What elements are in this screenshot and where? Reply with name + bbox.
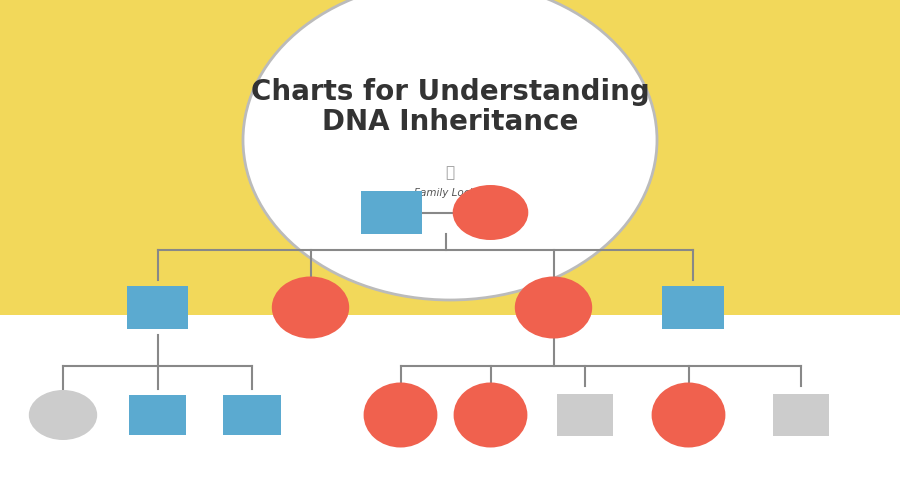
FancyBboxPatch shape: [0, 0, 900, 315]
Ellipse shape: [243, 0, 657, 300]
Ellipse shape: [453, 185, 528, 240]
Text: Family Locket: Family Locket: [414, 188, 486, 198]
FancyBboxPatch shape: [361, 191, 422, 234]
FancyBboxPatch shape: [662, 286, 724, 329]
FancyBboxPatch shape: [127, 286, 188, 329]
Ellipse shape: [652, 382, 725, 448]
Ellipse shape: [29, 390, 97, 440]
Text: DNA Inheritance: DNA Inheritance: [322, 108, 578, 136]
Ellipse shape: [454, 382, 527, 448]
Text: 💎: 💎: [446, 165, 454, 180]
Ellipse shape: [515, 276, 592, 338]
FancyBboxPatch shape: [773, 394, 829, 436]
Ellipse shape: [272, 276, 349, 338]
FancyBboxPatch shape: [129, 394, 186, 436]
Ellipse shape: [364, 382, 437, 448]
FancyBboxPatch shape: [223, 394, 281, 436]
Text: Charts for Understanding: Charts for Understanding: [250, 78, 650, 106]
FancyBboxPatch shape: [557, 394, 613, 436]
